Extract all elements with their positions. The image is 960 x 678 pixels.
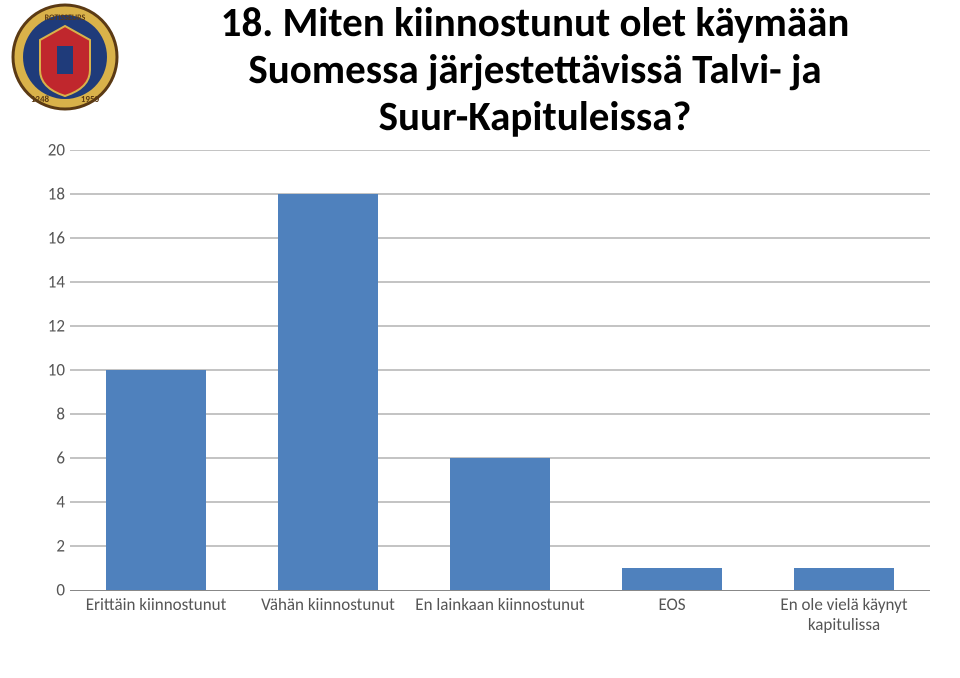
xtick-label: En lainkaan kiinnostunut — [414, 595, 586, 615]
ytick-label: 10 — [35, 360, 65, 381]
bar-2 — [450, 458, 550, 590]
bar-chart: 0 2 4 6 8 10 12 14 16 18 20 — [30, 150, 930, 620]
svg-text:ROTISSEURS: ROTISSEURS — [45, 13, 86, 23]
title-line-2: Suomessa järjestettävissä Talvi- ja — [248, 45, 821, 95]
org-logo: ROTISSEURS 1248 1950 — [10, 2, 120, 112]
chart-title: 18. Miten kiinnostunut olet käymään Suom… — [120, 0, 950, 141]
ytick-label: 18 — [35, 184, 65, 205]
svg-text:1248: 1248 — [31, 94, 50, 105]
xtick-label: Erittäin kiinnostunut — [70, 595, 242, 615]
svg-text:1950: 1950 — [81, 94, 100, 105]
bar-3 — [622, 568, 722, 590]
ytick-label: 8 — [35, 404, 65, 425]
xtick-label: En ole vielä käynyt kapitulissa — [758, 595, 930, 634]
title-line-3: Suur-Kapituleissa? — [379, 92, 692, 142]
ytick-label: 4 — [35, 492, 65, 513]
ytick-label: 0 — [35, 580, 65, 601]
ytick-label: 12 — [35, 316, 65, 337]
title-line-1: 18. Miten kiinnostunut olet käymään — [221, 0, 850, 48]
bar-1 — [278, 194, 378, 590]
bar-0 — [106, 370, 206, 590]
xtick-label: Vähän kiinnostunut — [242, 595, 414, 615]
bar-4 — [794, 568, 894, 590]
ytick-label: 20 — [35, 140, 65, 161]
xtick-label: EOS — [586, 595, 758, 615]
ytick-label: 16 — [35, 228, 65, 249]
ytick-label: 6 — [35, 448, 65, 469]
ytick-label: 2 — [35, 536, 65, 557]
ytick-label: 14 — [35, 272, 65, 293]
plot-area — [70, 150, 930, 591]
